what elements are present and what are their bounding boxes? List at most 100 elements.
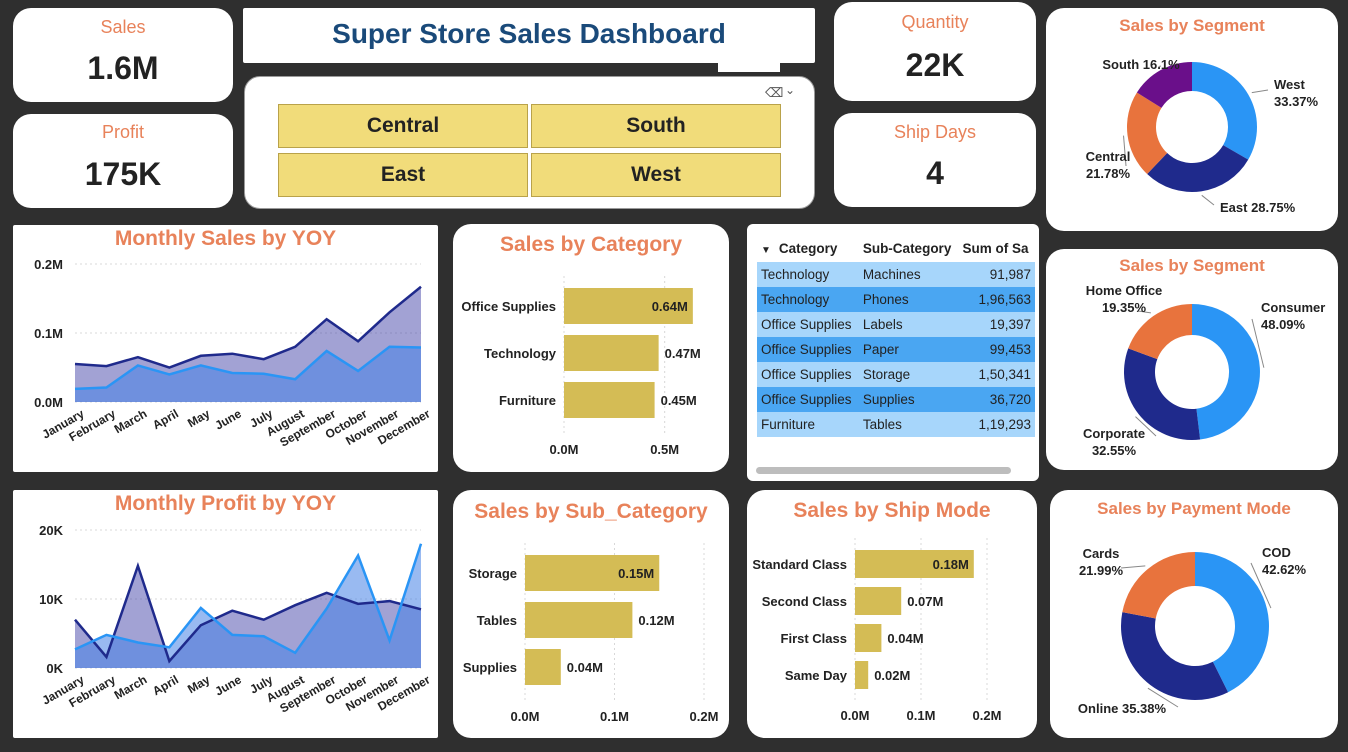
table-row[interactable]: Office Supplies Paper 99,453 [757, 337, 1035, 362]
data-label: 0.02M [874, 668, 910, 683]
x-tick-label: April [150, 406, 181, 432]
cell-sales: 36,720 [958, 387, 1035, 412]
x-tick-label: 0.0M [841, 708, 870, 723]
cell-sales: 99,453 [958, 337, 1035, 362]
cell-sales: 19,397 [958, 312, 1035, 337]
x-tick-label: June [213, 672, 245, 698]
sales-by-ship-mode-chart: Sales by Ship Mode 0.0M 0.1M 0.2M Standard … [747, 490, 1037, 738]
slice-name: Corporate [1083, 426, 1145, 441]
clear-selection-eraser-icon[interactable]: ⌫ [765, 85, 784, 100]
sales-by-sub-category-chart: Sales by Sub_Category 0.0M 0.1M 0.2M Storag… [453, 490, 729, 738]
cell-category: Furniture [757, 412, 859, 437]
dashboard-title-box: Super Store Sales Dashboard [243, 8, 815, 63]
slice-label: South 16.1% [1102, 57, 1180, 72]
sales-by-category-title: Sales by Category [499, 233, 683, 256]
x-tick-label: 0.2M [973, 708, 1002, 723]
cell-sub-category: Storage [858, 362, 959, 387]
slice-corporate [1124, 348, 1201, 440]
sales-kpi-value: 1.6M [87, 50, 159, 86]
y-tick-label: 0.2M [34, 257, 63, 272]
leader-line [1123, 135, 1127, 167]
table-row[interactable]: Technology Machines 91,987 [757, 262, 1035, 287]
cell-category: Office Supplies [757, 312, 859, 337]
category-label: Technology [484, 346, 557, 361]
slice-percent: 19.35% [1102, 300, 1147, 315]
slice-cod [1195, 552, 1269, 693]
slice-percent: 42.62% [1262, 562, 1307, 577]
ship-days-kpi-value: 4 [926, 155, 944, 191]
slice-percent: 48.09% [1261, 317, 1306, 332]
table-header-row: ▼ Category Sub-Category Sum of Sa [757, 234, 1035, 262]
bar [855, 624, 882, 652]
leader-line [1137, 310, 1151, 314]
column-header-category[interactable]: ▼ Category [761, 240, 838, 256]
slice-east [1147, 145, 1249, 193]
data-label: 0.18M [933, 557, 969, 572]
slice-label: Online 35.38% [1078, 701, 1167, 716]
leader-line [1250, 562, 1272, 609]
region-button-central[interactable]: Central [278, 104, 528, 148]
leader-line [1251, 89, 1269, 94]
table-row[interactable]: Furniture Tables 1,19,293 [757, 412, 1035, 437]
quantity-kpi-card: Quantity 22K [834, 2, 1036, 101]
slice-percent: 21.99% [1079, 563, 1124, 578]
region-button-west[interactable]: West [531, 153, 781, 197]
cell-category: Office Supplies [757, 337, 859, 362]
ship-days-kpi-card: Ship Days 4 [834, 113, 1036, 207]
profit-kpi-card: Profit 175K [13, 114, 233, 208]
slice-consumer [1192, 304, 1260, 440]
data-label: 0.07M [907, 594, 943, 609]
category-label: First Class [781, 631, 847, 646]
slice-name: Central [1086, 149, 1131, 164]
column-header-sum-of-sales[interactable]: Sum of Sa [962, 240, 1029, 256]
series-line-1 [74, 561, 422, 664]
quantity-kpi-value: 22K [905, 47, 965, 83]
bar [855, 661, 869, 689]
slice-cards [1122, 552, 1195, 619]
data-label: 0.04M [567, 660, 603, 675]
region-button-east[interactable]: East [278, 153, 528, 197]
data-label: 0.15M [618, 566, 654, 581]
monthly-profit-title: Monthly Profit by YOY [114, 492, 337, 515]
category-label: Second Class [762, 594, 847, 609]
table-row[interactable]: Office Supplies Storage 1,50,341 [757, 362, 1035, 387]
slice-name: Home Office [1086, 283, 1163, 298]
category-table: ▼ Category Sub-Category Sum of Sa Technol… [747, 224, 1039, 481]
horizontal-scrollbar[interactable] [756, 467, 1011, 474]
cell-sales: 91,987 [958, 262, 1035, 287]
bar [525, 649, 561, 685]
sales-kpi-label: Sales [100, 17, 146, 37]
leader-line [1251, 318, 1265, 368]
table-row[interactable]: Technology Phones 1,96,563 [757, 287, 1035, 312]
sort-descending-icon[interactable]: ▼ [761, 244, 771, 256]
x-tick-label: April [150, 672, 181, 698]
cell-sub-category: Tables [858, 412, 959, 437]
leader-line [1135, 416, 1157, 437]
sales-by-segment-title: Sales by Segment [1119, 256, 1265, 275]
slice-west [1192, 62, 1258, 160]
sales-by-ship-mode-title: Sales by Ship Mode [793, 499, 991, 522]
cell-category: Technology [757, 262, 859, 287]
category-label: Tables [477, 613, 517, 628]
table-row[interactable]: Office Supplies Supplies 36,720 [757, 387, 1035, 412]
slice-percent: 33.37% [1274, 94, 1319, 109]
table-row[interactable]: Office Supplies Labels 19,397 [757, 312, 1035, 337]
column-header-sub-category[interactable]: Sub-Category [862, 240, 952, 256]
region-slicer: ⌫ ⌄ Central South East West [244, 76, 815, 209]
x-tick-label: June [213, 406, 245, 432]
leader-line [1120, 565, 1146, 569]
sales-by-payment-mode-title: Sales by Payment Mode [1097, 499, 1291, 518]
cell-sub-category: Paper [858, 337, 959, 362]
leader-line [1158, 65, 1162, 68]
bar [564, 335, 659, 371]
bar [855, 550, 974, 578]
ship-days-kpi-label: Ship Days [893, 122, 977, 142]
cell-sales: 1,19,293 [958, 412, 1035, 437]
quantity-kpi-label: Quantity [901, 12, 969, 32]
slice-name: Cards [1083, 546, 1120, 561]
page-title: Super Store Sales Dashboard [332, 18, 726, 49]
chevron-down-icon[interactable]: ⌄ [785, 83, 796, 97]
y-tick-label: 0K [46, 661, 63, 676]
category-label: Supplies [463, 660, 517, 675]
region-button-south[interactable]: South [531, 104, 781, 148]
